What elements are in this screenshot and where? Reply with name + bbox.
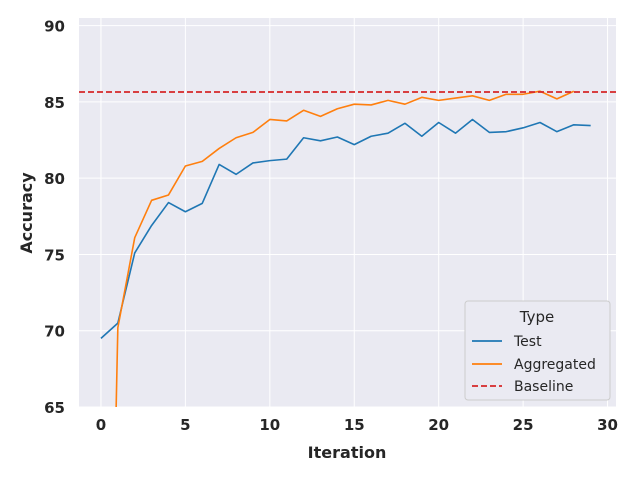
legend-label-baseline: Baseline bbox=[514, 379, 573, 395]
x-tick-label: 20 bbox=[428, 416, 449, 434]
x-tick-label: 10 bbox=[259, 416, 280, 434]
x-tick-label: 0 bbox=[96, 416, 106, 434]
x-axis-label: Iteration bbox=[308, 443, 387, 462]
legend-label-test: Test bbox=[513, 334, 542, 350]
y-tick-label: 90 bbox=[44, 18, 65, 36]
legend-label-aggregated: Aggregated bbox=[514, 357, 596, 373]
y-tick-label: 80 bbox=[44, 170, 65, 188]
y-tick-label: 75 bbox=[44, 246, 65, 264]
legend-title: Type bbox=[519, 308, 554, 326]
x-tick-label: 5 bbox=[180, 416, 190, 434]
x-tick-label: 15 bbox=[344, 416, 365, 434]
y-tick-label: 70 bbox=[44, 323, 65, 341]
x-tick-label: 30 bbox=[597, 416, 618, 434]
y-axis-label: Accuracy bbox=[17, 172, 36, 254]
y-tick-label: 85 bbox=[44, 94, 65, 112]
y-tick-label: 65 bbox=[44, 399, 65, 417]
legend: Type Test Aggregated Baseline bbox=[465, 301, 610, 400]
x-tick-label: 25 bbox=[513, 416, 534, 434]
